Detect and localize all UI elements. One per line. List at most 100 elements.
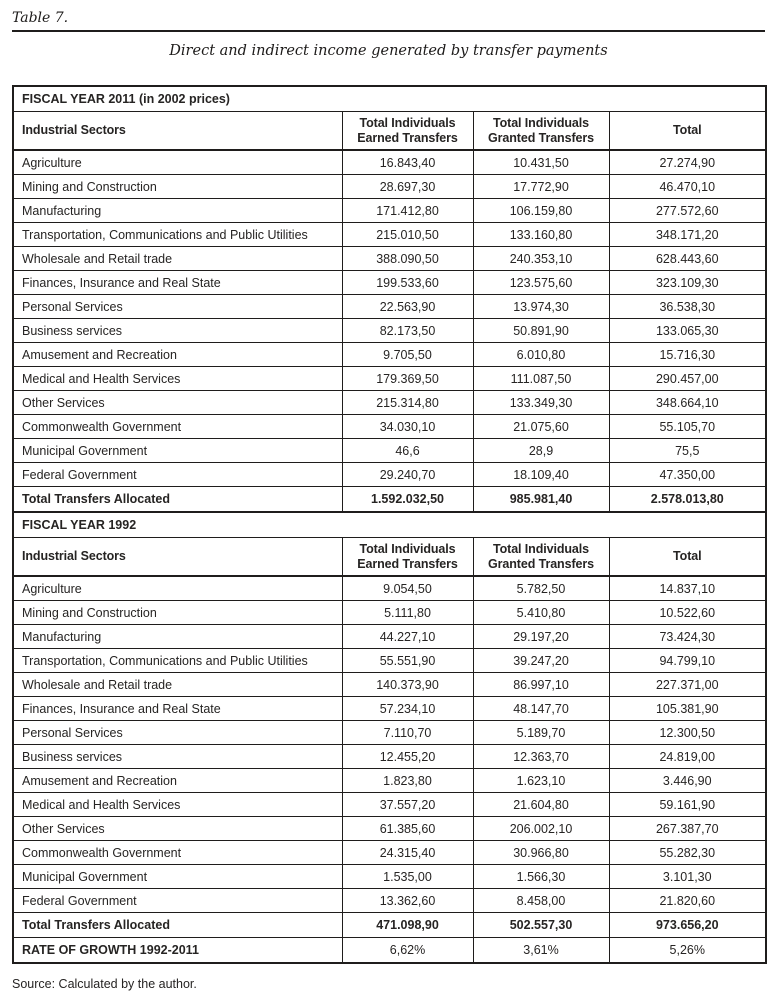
sector-cell: Municipal Government <box>12 864 343 889</box>
value-cell: 388.090,50 <box>341 246 474 271</box>
table-row: Finances, Insurance and Real State 199.53… <box>12 270 767 295</box>
value-column-header: Total <box>608 537 767 577</box>
value-cell: 86.997,10 <box>472 672 610 697</box>
sector-cell: Agriculture <box>12 149 343 175</box>
table-row: Manufacturing 171.412,80 106.159,80 277.572… <box>12 198 767 223</box>
sector-cell: Personal Services <box>12 294 343 319</box>
sector-cell: Federal Government <box>12 888 343 913</box>
value-cell: 9.054,50 <box>341 575 474 601</box>
value-cell: 290.457,00 <box>608 366 767 391</box>
value-cell: 1.566,30 <box>472 864 610 889</box>
table-row: Agriculture 9.054,50 5.782,50 14.837,10 <box>12 575 767 601</box>
value-cell: 57.234,10 <box>341 696 474 721</box>
horizontal-rule <box>12 30 765 32</box>
value-cell: 10.431,50 <box>472 149 610 175</box>
value-cell: 21.075,60 <box>472 414 610 439</box>
table-row: Municipal Government 46,6 28,9 75,5 <box>12 438 767 463</box>
total-value-cell: 502.557,30 <box>472 912 610 938</box>
value-cell: 215.010,50 <box>341 222 474 247</box>
value-cell: 28,9 <box>472 438 610 463</box>
table-row: Amusement and Recreation 1.823,80 1.623,10… <box>12 768 767 793</box>
value-cell: 105.381,90 <box>608 696 767 721</box>
value-cell: 13.974,30 <box>472 294 610 319</box>
value-cell: 9.705,50 <box>341 342 474 367</box>
total-value-cell: 2.578.013,80 <box>608 486 767 513</box>
table-row: Other Services 215.314,80 133.349,30 348.66… <box>12 390 767 415</box>
table-row: Commonwealth Government 34.030,10 21.075,6… <box>12 414 767 439</box>
column-header-row: Industrial Sectors Total Individuals Earn… <box>12 537 767 577</box>
sector-cell: Finances, Insurance and Real State <box>12 696 343 721</box>
total-label-cell: Total Transfers Allocated <box>12 486 343 513</box>
table-row: Personal Services 22.563,90 13.974,30 36.53… <box>12 294 767 319</box>
value-cell: 82.173,50 <box>341 318 474 343</box>
value-cell: 39.247,20 <box>472 648 610 673</box>
value-cell: 133.065,30 <box>608 318 767 343</box>
sector-column-header: Industrial Sectors <box>12 111 343 151</box>
value-cell: 55.282,30 <box>608 840 767 865</box>
value-column-header: Total Individuals Granted Transfers <box>472 537 610 577</box>
growth-value-cell: 3,61% <box>472 937 610 964</box>
sector-cell: Municipal Government <box>12 438 343 463</box>
value-cell: 3.101,30 <box>608 864 767 889</box>
value-cell: 133.349,30 <box>472 390 610 415</box>
value-cell: 28.697,30 <box>341 174 474 199</box>
value-cell: 8.458,00 <box>472 888 610 913</box>
sector-cell: Wholesale and Retail trade <box>12 246 343 271</box>
table-row: Mining and Construction 28.697,30 17.772,9… <box>12 174 767 199</box>
table-row: Transportation, Communications and Publi… <box>12 648 767 673</box>
value-cell: 171.412,80 <box>341 198 474 223</box>
sector-cell: Mining and Construction <box>12 600 343 625</box>
value-cell: 17.772,90 <box>472 174 610 199</box>
table-row: Amusement and Recreation 9.705,50 6.010,80… <box>12 342 767 367</box>
table-row: Business services 82.173,50 50.891,90 133.0… <box>12 318 767 343</box>
value-column-header: Total Individuals Earned Transfers <box>341 111 474 151</box>
value-cell: 24.315,40 <box>341 840 474 865</box>
total-label-cell: Total Transfers Allocated <box>12 912 343 938</box>
value-cell: 12.300,50 <box>608 720 767 745</box>
value-cell: 13.362,60 <box>341 888 474 913</box>
value-cell: 50.891,90 <box>472 318 610 343</box>
sector-cell: Amusement and Recreation <box>12 768 343 793</box>
table-row: Personal Services 7.110,70 5.189,70 12.300,… <box>12 720 767 745</box>
sector-cell: Medical and Health Services <box>12 792 343 817</box>
value-cell: 348.171,20 <box>608 222 767 247</box>
value-cell: 14.837,10 <box>608 575 767 601</box>
value-cell: 1.823,80 <box>341 768 474 793</box>
table-row: Municipal Government 1.535,00 1.566,30 3.10… <box>12 864 767 889</box>
sector-cell: Commonwealth Government <box>12 414 343 439</box>
section-header-row: FISCAL YEAR 1992 <box>12 511 767 538</box>
value-cell: 29.240,70 <box>341 462 474 487</box>
sector-cell: Business services <box>12 744 343 769</box>
value-cell: 36.538,30 <box>608 294 767 319</box>
value-cell: 24.819,00 <box>608 744 767 769</box>
value-cell: 1.535,00 <box>341 864 474 889</box>
growth-value-cell: 5,26% <box>608 937 767 964</box>
value-cell: 55.105,70 <box>608 414 767 439</box>
value-cell: 61.385,60 <box>341 816 474 841</box>
section-label: FISCAL YEAR 1992 <box>12 511 767 538</box>
value-column-header: Total <box>608 111 767 151</box>
value-cell: 3.446,90 <box>608 768 767 793</box>
value-cell: 215.314,80 <box>341 390 474 415</box>
value-cell: 5.189,70 <box>472 720 610 745</box>
table-row: Medical and Health Services 179.369,50 111… <box>12 366 767 391</box>
total-value-cell: 973.656,20 <box>608 912 767 938</box>
sector-cell: Other Services <box>12 816 343 841</box>
value-cell: 46,6 <box>341 438 474 463</box>
total-row: Total Transfers Allocated 471.098,90 502.5… <box>12 912 767 938</box>
value-cell: 10.522,60 <box>608 600 767 625</box>
sector-cell: Finances, Insurance and Real State <box>12 270 343 295</box>
value-cell: 47.350,00 <box>608 462 767 487</box>
value-cell: 7.110,70 <box>341 720 474 745</box>
table-number-label: Table 7. <box>12 10 69 26</box>
value-cell: 59.161,90 <box>608 792 767 817</box>
sector-cell: Mining and Construction <box>12 174 343 199</box>
table-row: Mining and Construction 5.111,80 5.410,80 1… <box>12 600 767 625</box>
value-cell: 5.111,80 <box>341 600 474 625</box>
value-cell: 227.371,00 <box>608 672 767 697</box>
value-cell: 15.716,30 <box>608 342 767 367</box>
growth-row: RATE OF GROWTH 1992-2011 6,62% 3,61% 5,26% <box>12 937 767 964</box>
table-row: Other Services 61.385,60 206.002,10 267.387… <box>12 816 767 841</box>
sector-cell: Agriculture <box>12 575 343 601</box>
value-cell: 111.087,50 <box>472 366 610 391</box>
